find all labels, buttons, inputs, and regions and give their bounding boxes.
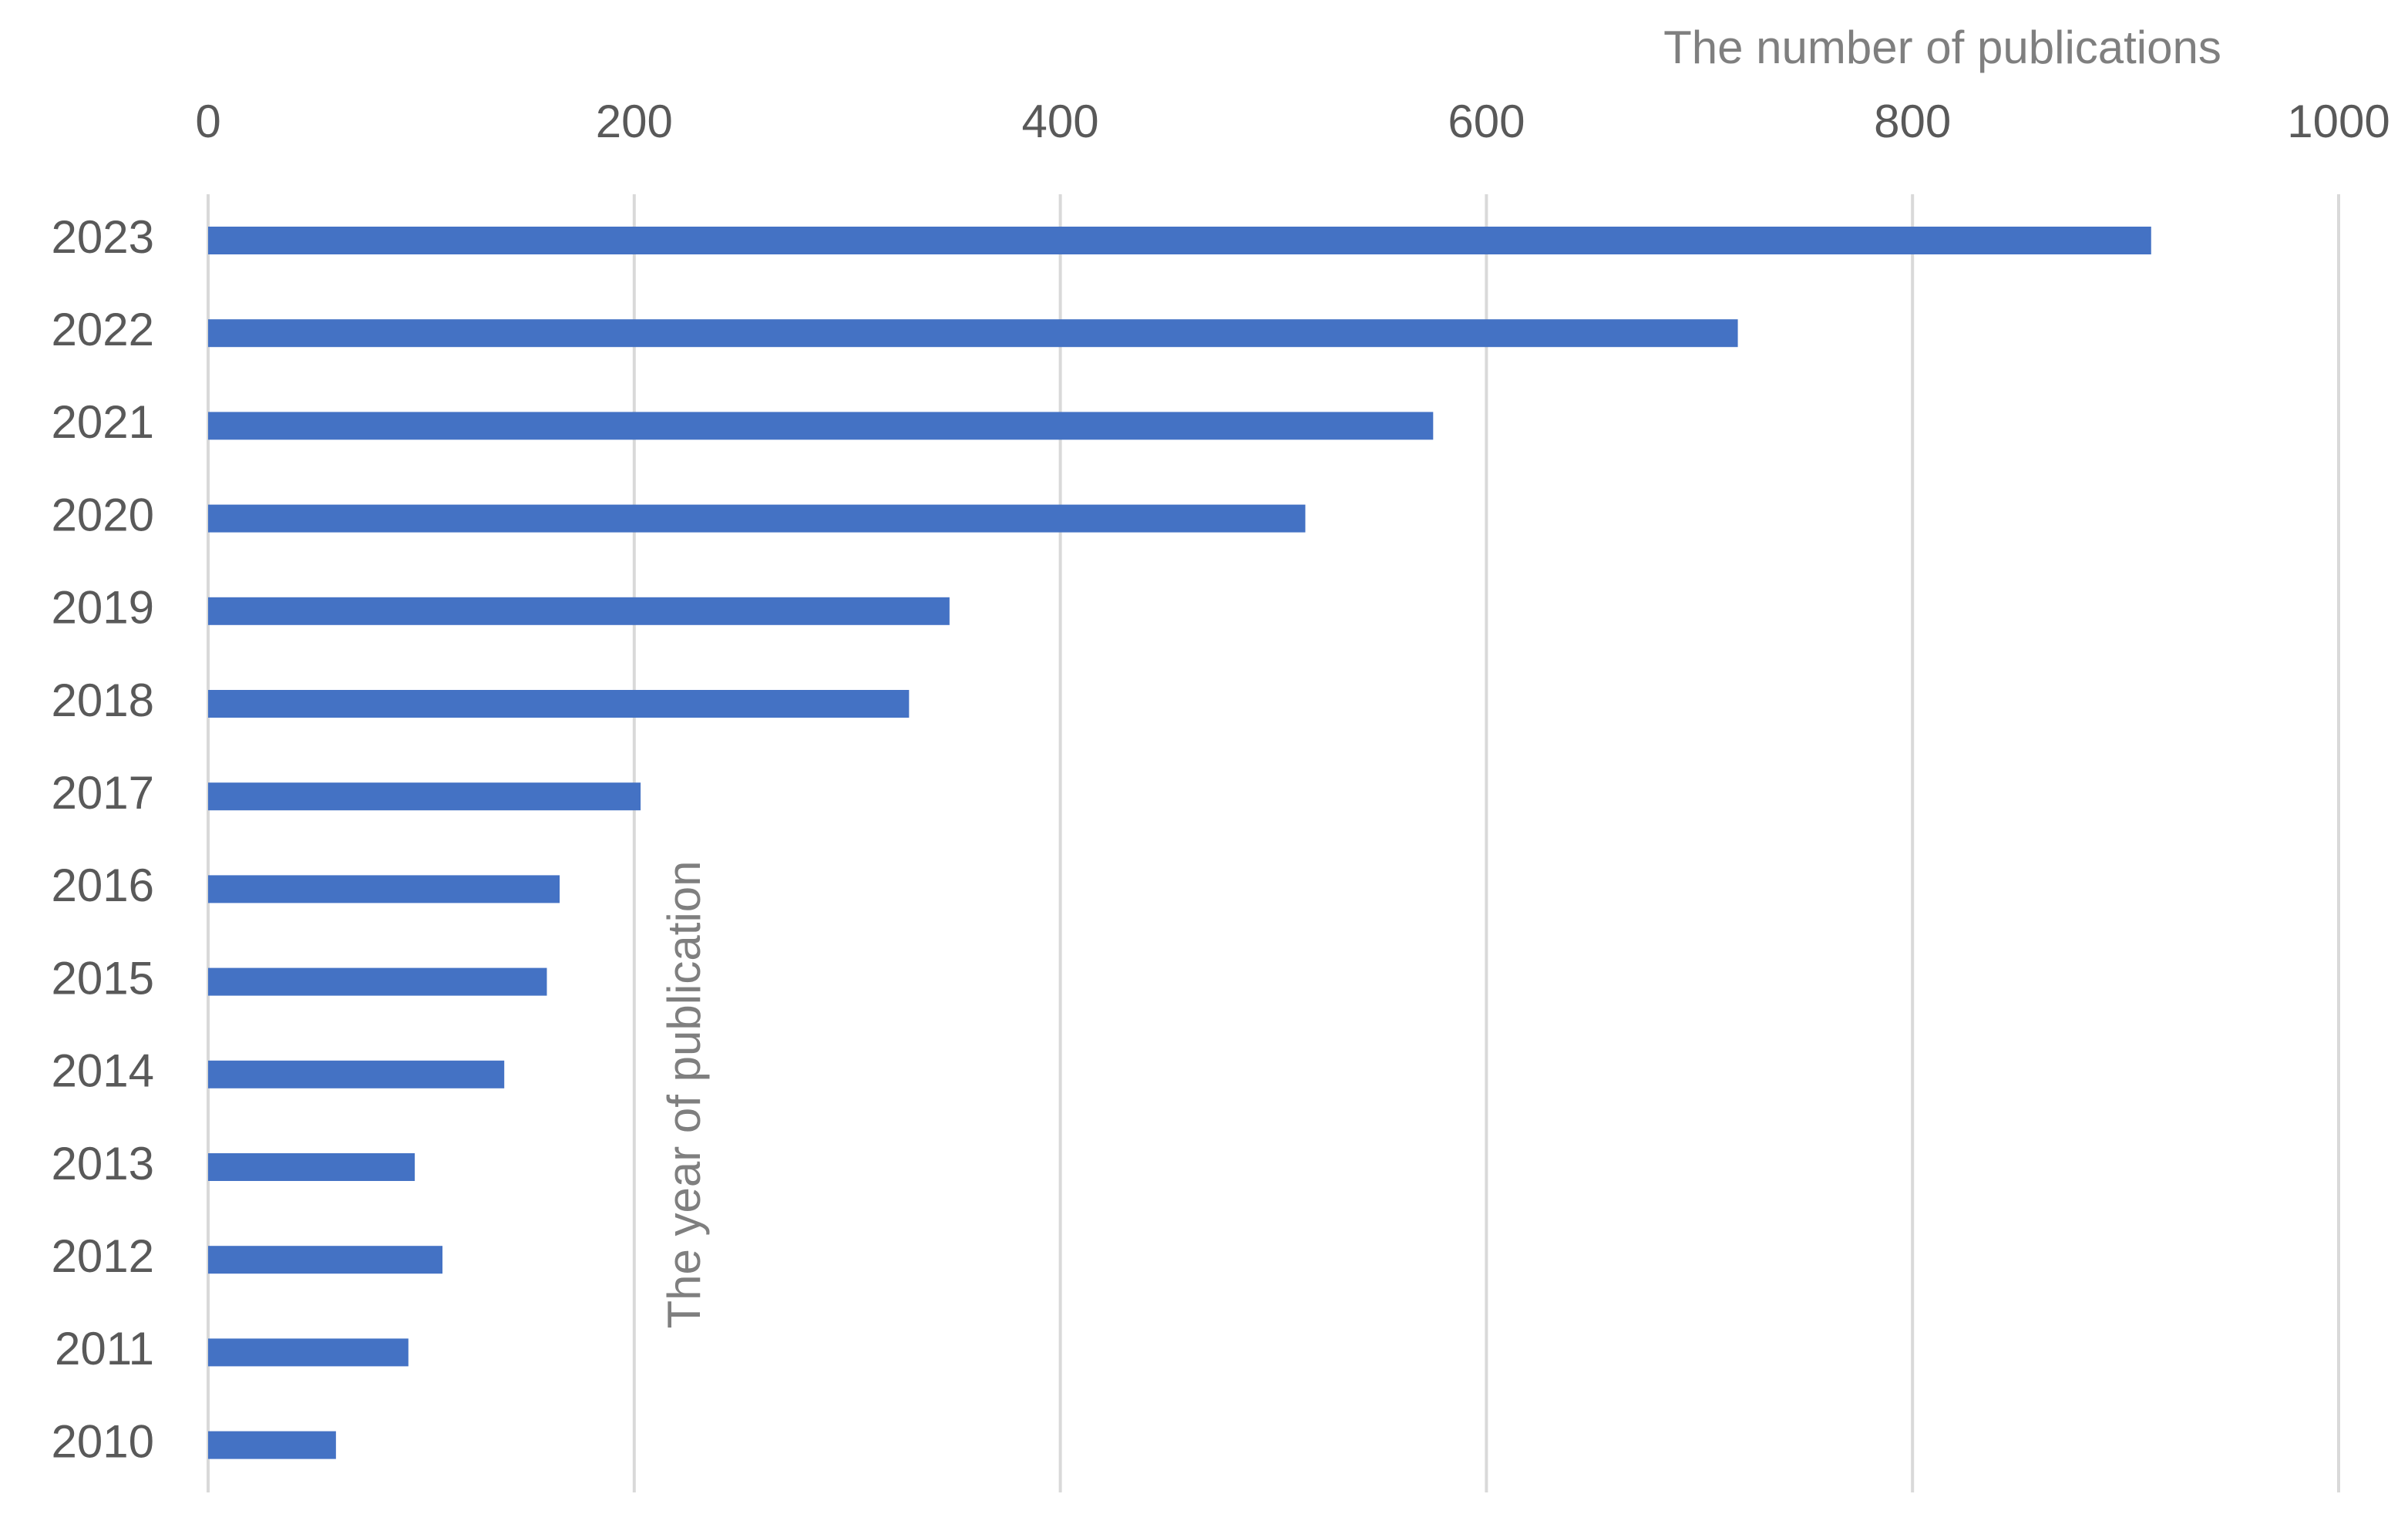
y-tick-label: 2013 [52, 1138, 154, 1189]
bar-2011 [208, 1338, 409, 1367]
y-tick-label: 2016 [52, 860, 154, 911]
x-tick-label: 600 [1448, 96, 1525, 147]
bar-2017 [208, 782, 641, 811]
y-tick-label: 2019 [52, 582, 154, 634]
bar-2015 [208, 967, 547, 996]
bar-2010 [208, 1431, 336, 1459]
bar-2013 [208, 1153, 415, 1181]
y-tick-label: 2012 [52, 1230, 154, 1282]
y-tick-label: 2015 [52, 952, 154, 1004]
y-tick-label: 2011 [55, 1323, 154, 1374]
bar-2018 [208, 690, 910, 718]
bar-2023 [208, 227, 2151, 254]
bar-2016 [208, 875, 560, 903]
gridlines [207, 194, 2340, 1492]
y-tick-label: 2020 [52, 489, 154, 540]
bar-2020 [208, 504, 1306, 533]
y-tick-label: 2023 [52, 211, 154, 263]
x-tick-label: 200 [596, 96, 673, 147]
bars [208, 227, 2151, 1459]
x-tick-labels: 0 200 400 600 800 1000 [195, 96, 2390, 147]
bar-2012 [208, 1246, 443, 1274]
bar-2022 [208, 319, 1738, 348]
y-tick-label: 2022 [52, 304, 154, 355]
y-tick-labels: 2023 2022 2021 2020 2019 2018 2017 2016 2015 2014… [52, 211, 154, 1468]
bar-2014 [208, 1060, 505, 1088]
y-tick-label: 2021 [52, 396, 154, 448]
y-axis-title: The year of publication [658, 860, 710, 1328]
x-tick-label: 0 [195, 96, 220, 147]
x-tick-label: 800 [1874, 96, 1951, 147]
bar-2021 [208, 412, 1434, 440]
y-tick-label: 2017 [52, 767, 154, 819]
x-tick-label: 1000 [2287, 96, 2390, 147]
x-axis-title: The number of publications [1663, 22, 2221, 73]
y-tick-label: 2010 [52, 1415, 154, 1467]
y-tick-label: 2018 [52, 675, 154, 726]
bar-2019 [208, 597, 950, 625]
x-tick-label: 400 [1022, 96, 1099, 147]
y-tick-label: 2014 [52, 1045, 154, 1097]
